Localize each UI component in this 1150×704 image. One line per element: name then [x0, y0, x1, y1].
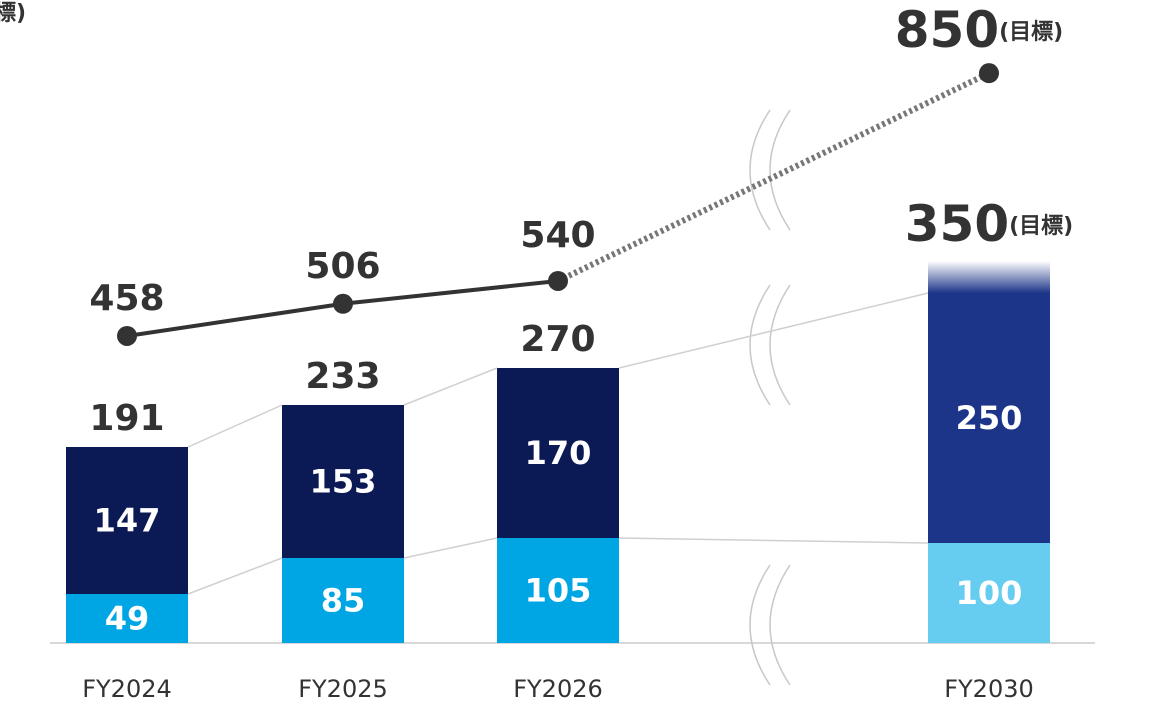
- x-tick-label: FY2024: [82, 675, 172, 703]
- line-point: [333, 293, 353, 314]
- connector: [618, 537, 929, 544]
- unit-note: 標): [0, 1, 26, 26]
- segment-label: 49: [105, 600, 150, 638]
- line-label: 850(目標): [895, 1, 1064, 59]
- total-label: 270: [520, 319, 595, 360]
- line-label: 540: [520, 215, 595, 256]
- line-point: [117, 325, 137, 346]
- line-value: 850: [895, 1, 999, 59]
- segment-label: 153: [310, 463, 377, 501]
- bar-segment: [66, 447, 188, 594]
- segment-label: 147: [94, 502, 161, 540]
- total-value: 350: [905, 195, 1009, 253]
- bar-segment: [497, 538, 619, 643]
- target-label: (目標): [999, 20, 1063, 45]
- connector: [403, 537, 498, 559]
- line-point: [548, 270, 568, 291]
- x-tick-label: FY2026: [513, 675, 603, 703]
- bar-segment: [282, 405, 404, 558]
- connector: [187, 557, 283, 595]
- line-label: 506: [305, 246, 380, 287]
- line-point: [979, 63, 999, 84]
- segment-label: 100: [956, 574, 1023, 612]
- axis-break: [749, 109, 791, 686]
- bar-segment: [497, 368, 619, 538]
- bar-segment: [928, 293, 1050, 543]
- connector: [403, 367, 498, 406]
- segment-label: 85: [321, 582, 366, 620]
- total-label: 350(目標): [905, 195, 1074, 253]
- connector: [187, 404, 283, 448]
- segment-label: 250: [956, 399, 1023, 437]
- segment-label: 105: [525, 572, 592, 610]
- line-projection: [556, 70, 991, 284]
- x-tick-label: FY2030: [944, 675, 1034, 703]
- line-label: 458: [89, 278, 164, 319]
- bar-segment: [66, 594, 188, 643]
- connector: [618, 292, 929, 369]
- total-label: 233: [305, 356, 380, 397]
- bar-cap: [928, 261, 1050, 293]
- total-label: 191: [89, 398, 164, 439]
- x-tick-label: FY2025: [298, 675, 388, 703]
- bar-segment: [928, 543, 1050, 643]
- bar-segment: [282, 558, 404, 643]
- segment-label: 170: [525, 434, 592, 472]
- target-label: (目標): [1009, 214, 1073, 239]
